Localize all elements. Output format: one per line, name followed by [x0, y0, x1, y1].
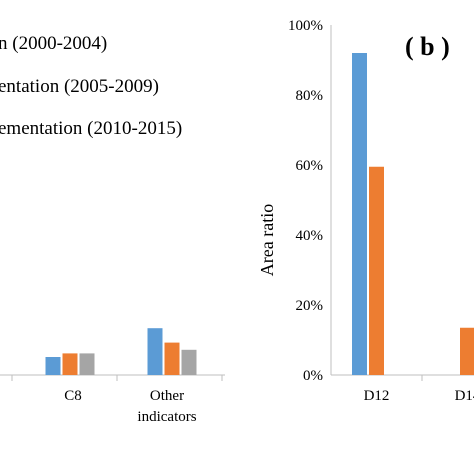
chart-b-x-labels: D12 D14	[364, 388, 474, 404]
chart-a: C8 Other indicators	[0, 328, 225, 425]
chart-a-x-label-c8: C8	[64, 388, 82, 404]
chart-a-bars	[45, 328, 197, 375]
chart-b: Area ratio ( b ) 0%20%40%60%80%100% D12 D…	[257, 18, 474, 404]
chart-b-y-tick-label: 40%	[296, 228, 324, 244]
chart-a-bar	[181, 349, 197, 375]
chart-b-y-tick-label: 80%	[296, 88, 324, 104]
chart-b-bars	[352, 53, 474, 375]
chart-b-x-label: D14	[455, 388, 474, 404]
chart-b-bar	[352, 53, 367, 375]
panel-label-b: ( b )	[405, 32, 450, 61]
chart-b-y-tick-label: 100%	[288, 18, 323, 34]
chart-b-x-label: D12	[364, 388, 390, 404]
chart-b-y-ticks: 0% 20% 40% 60% 80% 100%	[288, 18, 323, 384]
chart-a-bar	[164, 342, 180, 375]
chart-a-bar	[45, 357, 61, 375]
chart-a-bar	[147, 328, 163, 375]
chart-b-bar	[460, 327, 474, 375]
chart-a-x-label-other-2: indicators	[137, 409, 196, 425]
legend-item-2: entation (2005-2009)	[0, 76, 159, 97]
legend: n (2000-2004) entation (2005-2009) ement…	[0, 33, 182, 139]
legend-item-3: ementation (2010-2015)	[0, 118, 182, 139]
chart-a-bar	[62, 353, 78, 375]
chart-b-bar	[369, 166, 384, 375]
chart-b-y-tick-label: 0%	[303, 368, 323, 384]
chart-a-bar	[79, 353, 95, 375]
chart-b-y-tick-label: 60%	[296, 158, 324, 174]
chart-b-y-axis-title: Area ratio	[257, 204, 277, 276]
legend-item-1: n (2000-2004)	[0, 33, 107, 54]
chart-a-x-label-other-1: Other	[150, 388, 184, 404]
chart-b-y-tick-label: 20%	[296, 298, 324, 314]
